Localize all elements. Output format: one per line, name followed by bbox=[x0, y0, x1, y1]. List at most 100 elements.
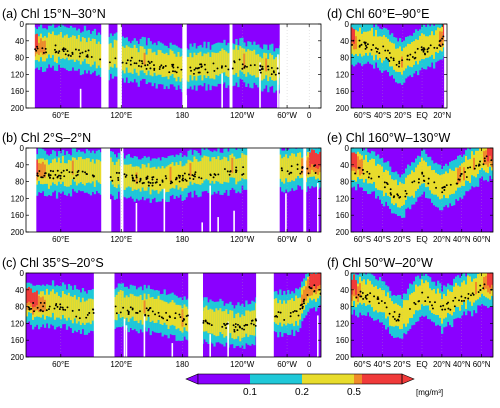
dcm-point bbox=[483, 159, 486, 162]
dcm-point bbox=[386, 49, 389, 52]
dcm-point bbox=[168, 71, 171, 74]
dcm-point bbox=[392, 196, 395, 199]
dcm-point bbox=[117, 176, 120, 179]
dcm-point bbox=[471, 292, 474, 295]
dcm-point bbox=[66, 50, 69, 53]
colorbar-unit: [mg/m³] bbox=[416, 388, 443, 397]
dcm-point bbox=[148, 62, 151, 65]
dcm-point bbox=[297, 314, 300, 317]
dcm-point bbox=[43, 174, 46, 177]
dcm-point bbox=[58, 308, 61, 311]
dcm-point bbox=[181, 320, 184, 322]
dcm-point bbox=[406, 54, 409, 57]
dcm-point bbox=[288, 172, 291, 175]
x-tick-label: 120°W bbox=[230, 360, 255, 369]
dcm-point bbox=[458, 299, 460, 302]
dcm-point bbox=[209, 173, 212, 176]
dcm-point bbox=[411, 56, 414, 58]
dcm-point bbox=[153, 69, 156, 71]
dcm-point bbox=[389, 192, 392, 195]
dcm-point bbox=[159, 183, 161, 186]
panel-title: (c) Chl 35°S–20°S bbox=[2, 256, 104, 270]
dcm-point bbox=[35, 49, 38, 52]
dcm-point bbox=[139, 178, 142, 181]
x-tick-label: 0 bbox=[307, 235, 312, 244]
dcm-point bbox=[478, 164, 481, 166]
dcm-point bbox=[81, 51, 84, 54]
dcm-point bbox=[114, 305, 117, 308]
panel-frame bbox=[25, 272, 322, 358]
colorbar-high-arrow bbox=[401, 373, 415, 385]
dcm-point bbox=[140, 60, 143, 63]
dcm-point bbox=[281, 169, 284, 172]
dcm-point bbox=[270, 73, 273, 76]
y-tick-label: 200 bbox=[11, 353, 25, 362]
chl-field bbox=[26, 148, 321, 232]
dcm-point bbox=[466, 166, 469, 169]
dcm-point bbox=[131, 174, 134, 177]
dcm-point bbox=[479, 160, 481, 163]
dcm-point bbox=[141, 182, 144, 185]
colorbar-tick-label: 0.2 bbox=[295, 387, 309, 398]
dcm-point bbox=[443, 189, 446, 191]
dcm-point bbox=[472, 293, 475, 296]
missing-data bbox=[247, 148, 280, 232]
dcm-point bbox=[369, 292, 372, 295]
dcm-point bbox=[42, 51, 45, 54]
dcm-point bbox=[392, 57, 395, 60]
dcm-point bbox=[465, 176, 468, 179]
x-tick-label: 40°S bbox=[374, 111, 391, 120]
x-tick-label: 40°N bbox=[453, 235, 471, 244]
dcm-point bbox=[212, 176, 215, 179]
dcm-point bbox=[66, 306, 69, 309]
dcm-point bbox=[137, 64, 140, 67]
y-tick-label: 80 bbox=[340, 303, 349, 312]
dcm-point bbox=[421, 172, 424, 175]
dcm-point bbox=[88, 312, 91, 314]
missing-data bbox=[93, 273, 115, 357]
dcm-point bbox=[426, 48, 429, 51]
dcm-point bbox=[47, 174, 50, 177]
dcm-point bbox=[387, 58, 390, 61]
dcm-point bbox=[171, 65, 174, 68]
x-tick-label: 20°S bbox=[393, 235, 410, 244]
dcm-point bbox=[56, 169, 59, 172]
dcm-point bbox=[135, 176, 138, 179]
dcm-point bbox=[259, 69, 262, 72]
y-tick-label: 160 bbox=[11, 87, 25, 96]
dcm-point bbox=[79, 52, 82, 55]
dcm-point bbox=[383, 186, 386, 189]
dcm-point bbox=[389, 188, 392, 191]
dcm-point bbox=[151, 178, 154, 181]
dcm-point bbox=[194, 67, 197, 70]
dcm-point bbox=[220, 66, 223, 69]
dcm-point bbox=[59, 177, 62, 180]
dcm-point bbox=[453, 305, 456, 308]
dcm-point bbox=[301, 307, 304, 310]
dcm-point bbox=[357, 293, 360, 296]
x-tick-label: 180 bbox=[176, 360, 190, 369]
dcm-point bbox=[464, 296, 467, 299]
dcm-point bbox=[470, 294, 472, 297]
dcm-point bbox=[398, 315, 401, 318]
dcm-point bbox=[439, 305, 442, 308]
dcm-point bbox=[71, 309, 74, 312]
dcm-point bbox=[151, 184, 154, 187]
dcm-point bbox=[490, 159, 493, 162]
dcm-point bbox=[473, 167, 476, 170]
y-tick-label: 0 bbox=[345, 20, 350, 29]
dcm-point bbox=[276, 67, 279, 70]
dcm-point bbox=[192, 178, 195, 180]
dcm-point bbox=[131, 307, 134, 310]
dcm-point bbox=[441, 191, 444, 194]
dcm-point bbox=[223, 322, 226, 325]
dcm-point bbox=[149, 182, 152, 184]
dcm-point bbox=[125, 62, 128, 65]
y-tick-label: 80 bbox=[15, 303, 24, 312]
dcm-point bbox=[71, 171, 74, 174]
dcm-point bbox=[204, 319, 207, 322]
dcm-point bbox=[194, 175, 196, 178]
dcm-point bbox=[193, 68, 196, 71]
dcm-point bbox=[49, 174, 52, 177]
